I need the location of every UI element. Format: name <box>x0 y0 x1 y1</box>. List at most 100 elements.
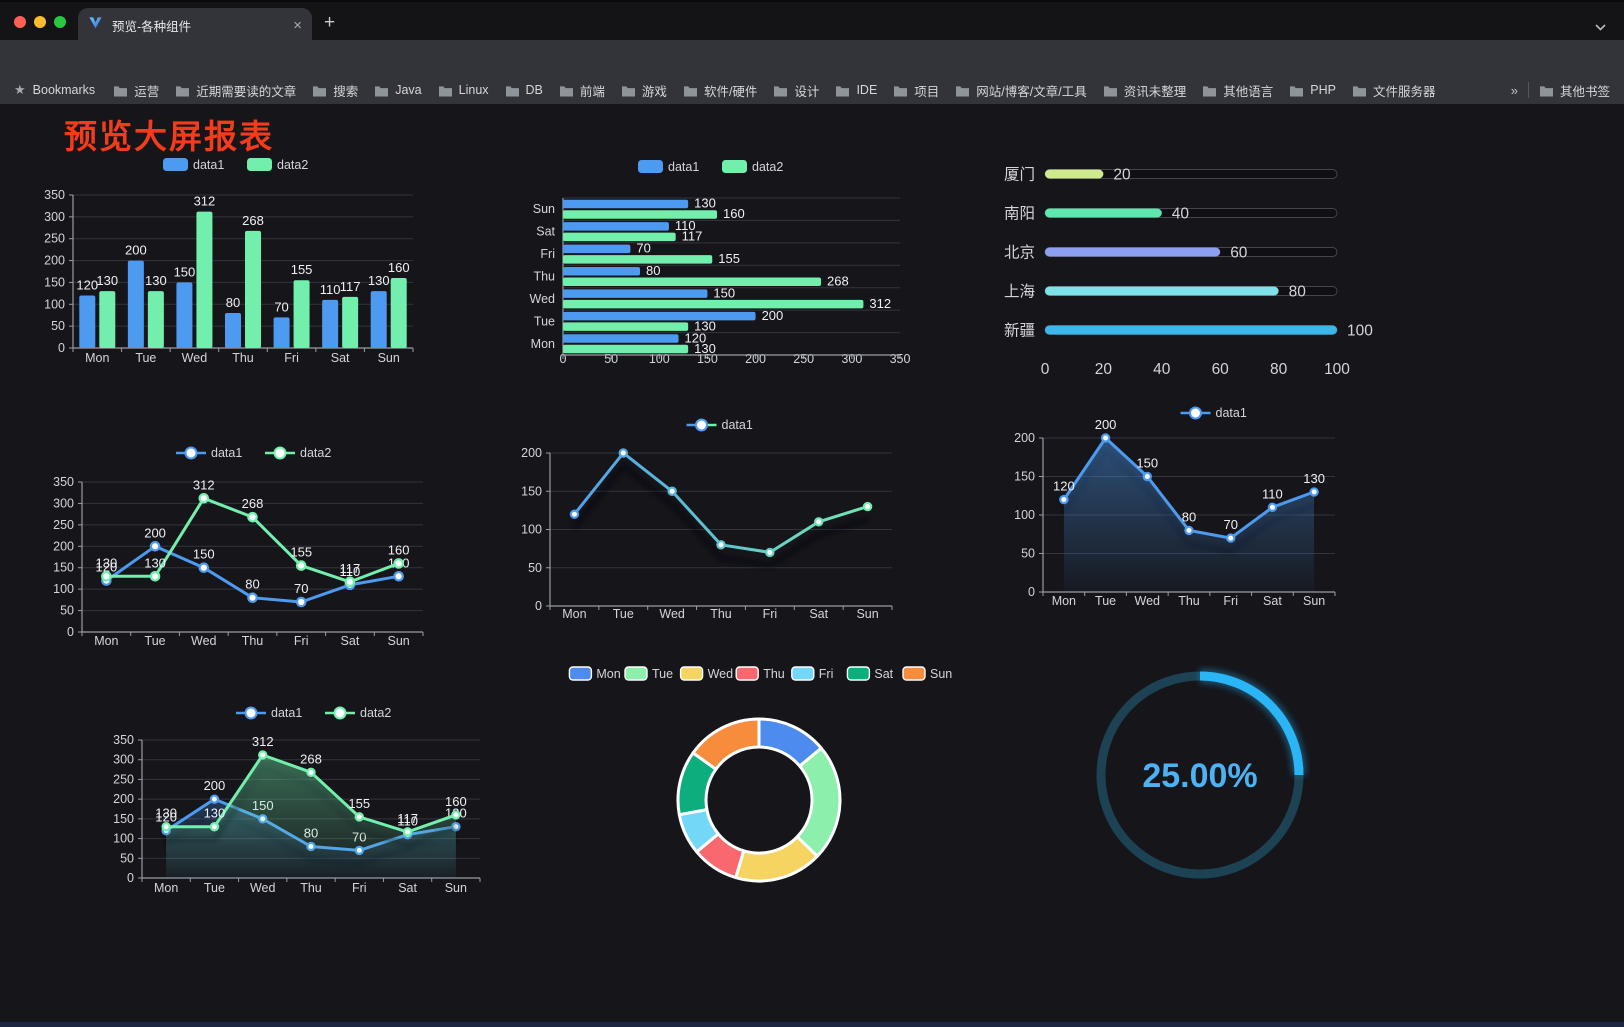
dual-area-chart[interactable]: 0 50 100 150 200 250 300 350 Mon Tue Wed Thu Fri Sat S… <box>85 680 515 915</box>
bar-data2-Tue[interactable] <box>563 322 689 331</box>
bar-data2-Wed[interactable] <box>196 211 213 348</box>
bookmark-item[interactable]: 设计 <box>773 81 819 100</box>
bar-data1-Sun[interactable] <box>370 291 387 348</box>
line-data1[interactable] <box>572 451 870 554</box>
bar-data1-Tue[interactable] <box>563 311 756 321</box>
marker-data2-Mon[interactable] <box>161 822 171 832</box>
bookmark-item[interactable]: DB <box>505 83 543 97</box>
marker-data1-Mon[interactable] <box>569 509 580 519</box>
bookmark-item[interactable]: Java <box>374 83 422 97</box>
marker-data1-Fri[interactable] <box>1226 533 1236 543</box>
progress-fill-厦门[interactable] <box>1045 169 1104 179</box>
legend-item-data1[interactable]: data1 <box>163 158 224 172</box>
legend-item-Mon[interactable]: Mon <box>568 666 621 681</box>
legend-item-data2[interactable]: data2 <box>247 158 308 172</box>
marker-data2-Tue[interactable] <box>209 822 220 832</box>
marker-data1-Thu[interactable] <box>247 592 258 604</box>
bar-data1-Sat[interactable] <box>563 222 669 231</box>
browser-tab[interactable]: 预览-各种组件 × <box>78 8 312 42</box>
bar-data1-Sun[interactable] <box>563 199 689 209</box>
legend-item-data2[interactable]: data2 <box>265 446 331 460</box>
progress-fill-上海[interactable] <box>1045 286 1279 296</box>
bar-data1-Thu[interactable] <box>225 313 241 348</box>
donut-slice-Wed[interactable] <box>734 835 819 883</box>
bar-data2-Mon[interactable] <box>99 291 116 348</box>
bookmark-item[interactable]: 游戏 <box>621 81 667 100</box>
bar-data2-Fri[interactable] <box>293 280 310 348</box>
marker-data1-Wed[interactable] <box>198 562 210 574</box>
legend-item-data1[interactable]: data1 <box>686 418 753 432</box>
marker-data1-Wed[interactable] <box>667 486 677 496</box>
bar-data2-Sat[interactable] <box>342 296 359 348</box>
bookmark-item[interactable]: 资讯未整理 <box>1103 81 1186 100</box>
bar-data1-Mon[interactable] <box>79 295 96 348</box>
bookmark-item[interactable]: 软件/硬件 <box>683 81 757 100</box>
legend-item-Wed[interactable]: Wed <box>679 666 734 681</box>
close-window-button[interactable] <box>14 16 26 28</box>
marker-data2-Sat[interactable] <box>344 576 356 588</box>
progress-fill-新疆[interactable] <box>1045 325 1337 335</box>
marker-data2-Wed[interactable] <box>198 492 210 504</box>
bookmark-item[interactable]: PHP <box>1289 83 1336 97</box>
marker-data2-Thu[interactable] <box>247 511 258 523</box>
bar-data2-Wed[interactable] <box>563 299 864 309</box>
gradient-line-chart[interactable]: 0 50 100 150 200 Mon Tue Wed Thu Fri Sat Sun data1 <box>495 390 925 630</box>
multi-line-chart[interactable]: 0 50 100 150 200 250 300 350 Mon Tue Wed Thu Fri Sat S… <box>30 420 460 655</box>
donut-chart[interactable]: Mon Tue Wed Thu Fri Sat Sun <box>545 655 975 895</box>
bookmark-item[interactable]: 其他语言 <box>1202 81 1273 100</box>
marker-data2-Fri[interactable] <box>354 812 364 822</box>
marker-data1-Sun[interactable] <box>393 570 404 582</box>
marker-data2-Mon[interactable] <box>101 570 112 582</box>
bookmark-item[interactable]: 近期需要读的文章 <box>175 81 296 100</box>
marker-data2-Fri[interactable] <box>295 560 307 571</box>
donut-slice-Sun[interactable] <box>691 717 761 771</box>
bar-data2-Sun[interactable] <box>563 210 718 219</box>
tab-close-icon[interactable]: × <box>293 16 302 34</box>
marker-data1-Thu[interactable] <box>716 540 726 550</box>
marker-data1-Sat[interactable] <box>1267 502 1278 513</box>
marker-data2-Wed[interactable] <box>258 750 268 760</box>
marker-data1-Tue[interactable] <box>149 540 161 552</box>
marker-data1-Tue[interactable] <box>209 794 220 804</box>
bookmark-item[interactable]: 文件服务器 <box>1352 81 1435 100</box>
bar-data1-Fri[interactable] <box>273 317 290 348</box>
other-bookmarks[interactable]: 其他书签 <box>1539 81 1610 100</box>
bookmark-item[interactable]: IDE <box>835 83 877 97</box>
marker-data1-Tue[interactable] <box>1100 433 1111 443</box>
bookmarks-overflow-chevron[interactable]: » <box>1510 82 1518 98</box>
marker-data2-Thu[interactable] <box>306 767 316 778</box>
progress-fill-南阳[interactable] <box>1045 208 1162 218</box>
window-controls[interactable] <box>14 16 66 28</box>
new-tab-button[interactable]: + <box>324 12 336 33</box>
marker-data1-Fri[interactable] <box>295 596 307 608</box>
bar-data1-Wed[interactable] <box>176 282 193 348</box>
maximize-window-button[interactable] <box>54 16 66 28</box>
area-line-chart[interactable]: 0 50 100 150 200 Mon Tue Wed Thu Fri Sat Sun data1 12… <box>980 380 1380 615</box>
legend-item-Sun[interactable]: Sun <box>902 666 952 681</box>
legend-item-Tue[interactable]: Tue <box>624 666 673 681</box>
bar-data2-Tue[interactable] <box>147 291 164 348</box>
progress-fill-北京[interactable] <box>1045 247 1221 257</box>
city-progress-chart[interactable]: 厦门 20 南阳 40 北京 60 上海 80 新疆 100 0 20 40 60 80 100 <box>980 145 1380 390</box>
bookmark-item[interactable]: 前端 <box>559 81 605 100</box>
marker-data2-Tue[interactable] <box>149 570 161 582</box>
marker-data1-Sun[interactable] <box>862 501 873 512</box>
legend-item-data1[interactable]: data1 <box>176 446 242 460</box>
bookmark-item[interactable]: Linux <box>438 83 489 97</box>
legend-item-data1[interactable]: data1 <box>638 160 699 174</box>
bar-data2-Sun[interactable] <box>390 278 407 348</box>
marker-data1-Sat[interactable] <box>814 517 824 527</box>
legend-item-Sat[interactable]: Sat <box>846 666 894 681</box>
bar-data2-Thu[interactable] <box>563 277 822 287</box>
bar-data2-Mon[interactable] <box>563 344 689 354</box>
bookmark-item[interactable]: 搜索 <box>312 81 358 100</box>
grouped-bar-chart[interactable]: 0 50 100 150 200 250 300 350 Mon Tue Wed Thu Fri Sat S… <box>30 145 460 375</box>
bar-data1-Thu[interactable] <box>563 267 641 276</box>
bar-data1-Wed[interactable] <box>563 289 708 298</box>
bookmarks-manager[interactable]: ★ Bookmarks <box>14 82 95 98</box>
bar-data1-Mon[interactable] <box>563 334 679 343</box>
horizontal-bar-chart[interactable]: 0 50 100 150 200 250 300 350 data1 data2 Sun 130 160… <box>495 145 925 375</box>
bar-data2-Thu[interactable] <box>245 230 261 348</box>
marker-data1-Mon[interactable] <box>1059 494 1069 505</box>
bar-data1-Tue[interactable] <box>127 260 144 348</box>
